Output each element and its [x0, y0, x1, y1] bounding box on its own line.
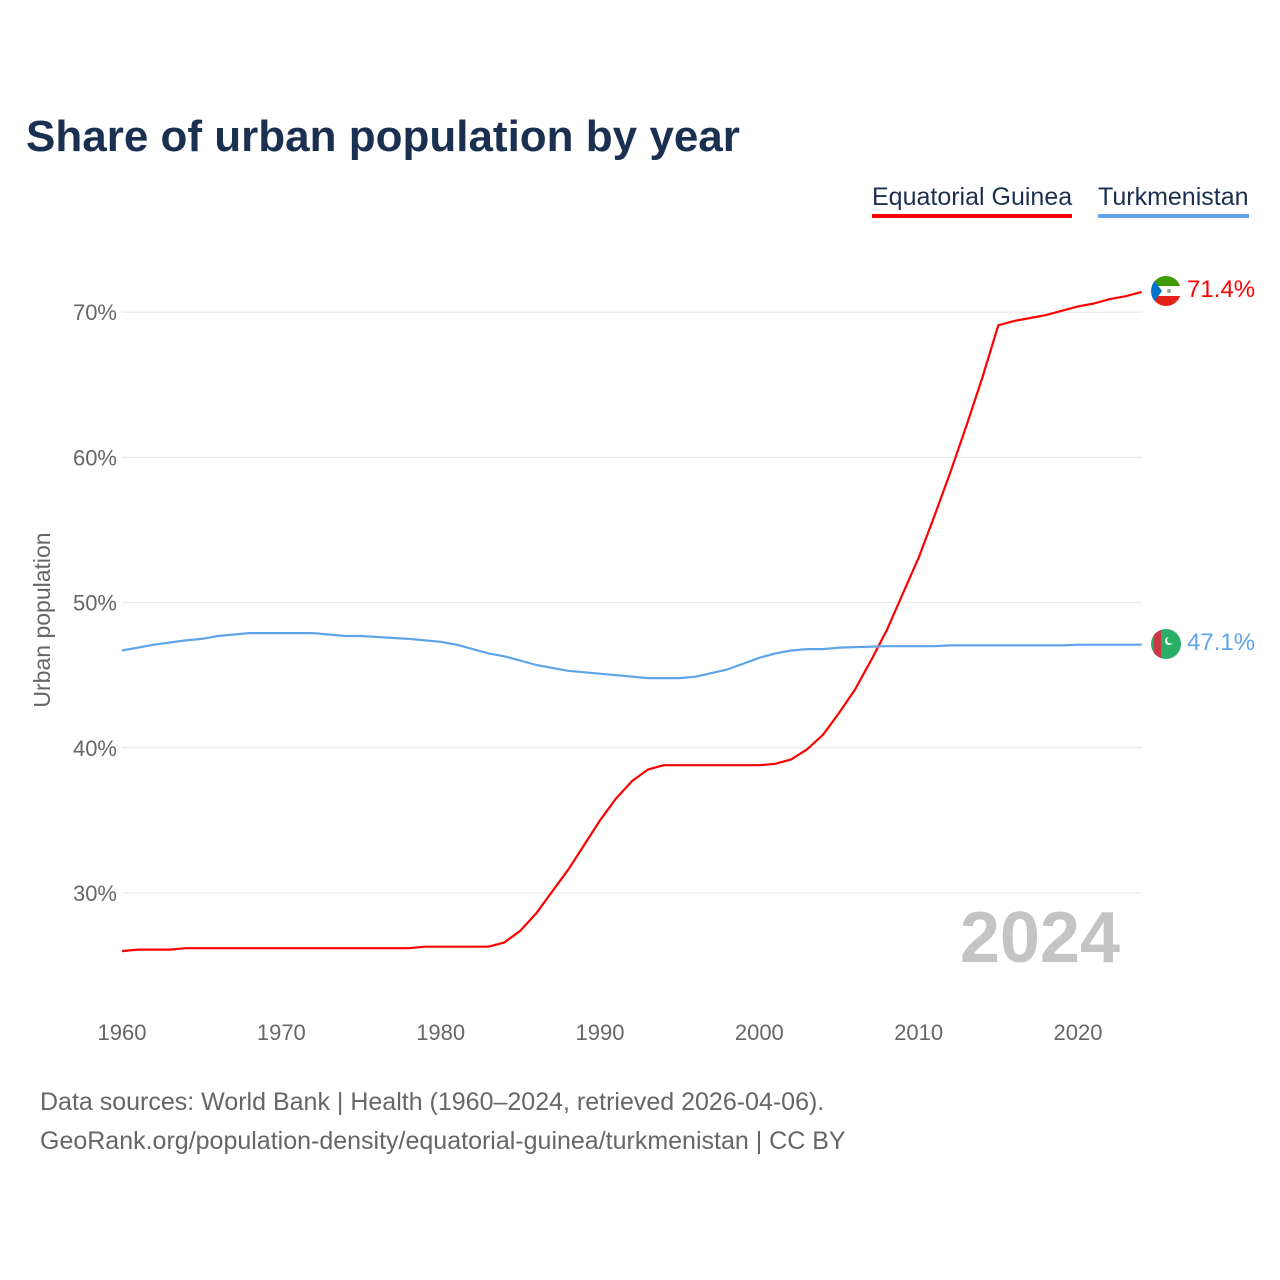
x-tick-label: 1990	[576, 1020, 625, 1045]
y-tick-label: 40%	[73, 736, 117, 761]
series-line-equatorial-guinea	[121, 290, 1142, 953]
y-tick-label: 30%	[73, 881, 117, 906]
series-line-turkmenistan	[121, 631, 1142, 680]
x-tick-label: 1960	[98, 1020, 147, 1045]
y-tick-label: 50%	[73, 591, 117, 616]
x-tick-label: 2010	[894, 1020, 943, 1045]
x-tick-label: 1980	[416, 1020, 465, 1045]
legend-equatorial-guinea[interactable]: Equatorial Guinea	[872, 183, 1073, 218]
y-tick-label: 60%	[73, 445, 117, 470]
flag-equatorial-guinea-icon	[1151, 276, 1181, 306]
x-tick-label: 1970	[257, 1020, 306, 1045]
end-label-equatorial-guinea: 71.4%	[1187, 276, 1255, 303]
x-tick-label: 2020	[1054, 1020, 1103, 1045]
x-tick-label: 2000	[735, 1020, 784, 1045]
y-axis-label: Urban population	[29, 532, 55, 707]
year-watermark: 2024	[960, 898, 1120, 978]
source-url[interactable]: GeoRank.org/population-density/equatoria…	[40, 1127, 846, 1155]
legend-turkmenistan[interactable]: Turkmenistan	[1098, 183, 1249, 218]
end-label-turkmenistan: 47.1%	[1187, 629, 1255, 656]
y-tick-label: 70%	[73, 300, 117, 325]
flag-turkmenistan-icon	[1151, 629, 1181, 659]
chart-title: Share of urban population by year	[26, 112, 740, 161]
source-line: Data sources: World Bank | Health (1960–…	[40, 1088, 825, 1116]
